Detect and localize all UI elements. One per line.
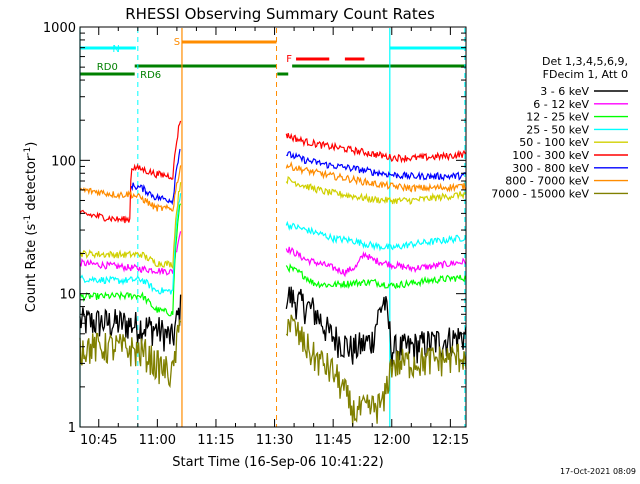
series-line (130, 148, 181, 206)
y-tick-label: 1000 (43, 21, 76, 36)
series-300to800keV (130, 148, 467, 206)
event-vertical-lines (79, 28, 466, 427)
x-tick-label: 12:15 (432, 433, 469, 448)
series-100to300keV (79, 120, 467, 224)
series-line (79, 294, 182, 352)
x-axis-label: Start Time (16-Sep-06 10:41:22) (172, 455, 383, 470)
chart-title: RHESSI Observing Summary Count Rates (125, 5, 435, 23)
x-tick-label: 12:00 (373, 433, 410, 448)
series-line (79, 319, 182, 389)
observing-annotations: N S F RD0 RD6 (80, 37, 466, 81)
series-50to100keV (79, 176, 467, 270)
y-axis-label: Count Rate (s-1 detector-1) (23, 142, 39, 313)
timestamp: 17-Oct-2021 08:09 (560, 467, 636, 476)
saa-label: S (174, 37, 180, 48)
legend-label: 800 - 7000 keV (505, 175, 589, 188)
data-series (79, 120, 467, 426)
legend-label: 3 - 6 keV (540, 85, 589, 98)
series-line (285, 286, 467, 367)
series-6to12keV (79, 231, 467, 278)
rd0-label: RD0 (97, 62, 118, 73)
series-line (285, 132, 467, 164)
series-line (79, 165, 182, 212)
series-line (285, 176, 467, 205)
x-tick-label: 11:30 (256, 433, 293, 448)
series-line (285, 246, 467, 278)
legend-label: 50 - 100 keV (519, 136, 589, 149)
series-line (79, 120, 182, 224)
series-line (79, 231, 182, 276)
legend-label: 6 - 12 keV (533, 98, 589, 111)
series-12to25keV (79, 203, 467, 317)
series-line (285, 161, 467, 193)
series-line (79, 203, 182, 317)
x-tick-label: 11:00 (139, 433, 176, 448)
series-line (285, 263, 467, 290)
x-tick-label: 11:45 (314, 433, 351, 448)
legend-label: 7000 - 15000 keV (491, 187, 589, 200)
legend-header-line-2: FDecim 1, Att 0 (543, 68, 628, 81)
series-line (286, 151, 467, 182)
flare-label: F (286, 54, 292, 65)
y-tick-label: 1 (68, 421, 76, 436)
rd6-label: RD6 (140, 70, 161, 81)
series-7000to15000keV (79, 314, 467, 426)
x-tick-label: 11:15 (197, 433, 234, 448)
axes: 10:45 11:00 11:15 11:30 11:45 12:00 12:15 1 10 10… (43, 21, 469, 448)
series-800to7000keV (79, 161, 467, 212)
legend-label: 25 - 50 keV (526, 123, 589, 136)
series-line (285, 220, 467, 252)
plot-frame (79, 26, 467, 428)
series-line (79, 182, 182, 270)
series-3to6keV (79, 286, 467, 367)
night-label: N (112, 44, 119, 55)
x-tick-label: 10:45 (80, 433, 117, 448)
y-tick-label: 10 (59, 288, 76, 303)
legend: Det 1,3,4,5,6,9, FDecim 1, Att 0 3 - 6 k… (491, 55, 628, 200)
legend-label: 100 - 300 keV (512, 149, 589, 162)
legend-header-line-1: Det 1,3,4,5,6,9, (542, 55, 628, 68)
legend-label: 300 - 800 keV (512, 162, 589, 175)
series-line (285, 314, 467, 426)
y-tick-label: 100 (51, 154, 76, 169)
series-line (79, 193, 182, 295)
series-25to50keV (79, 193, 467, 295)
legend-label: 12 - 25 keV (526, 111, 589, 124)
